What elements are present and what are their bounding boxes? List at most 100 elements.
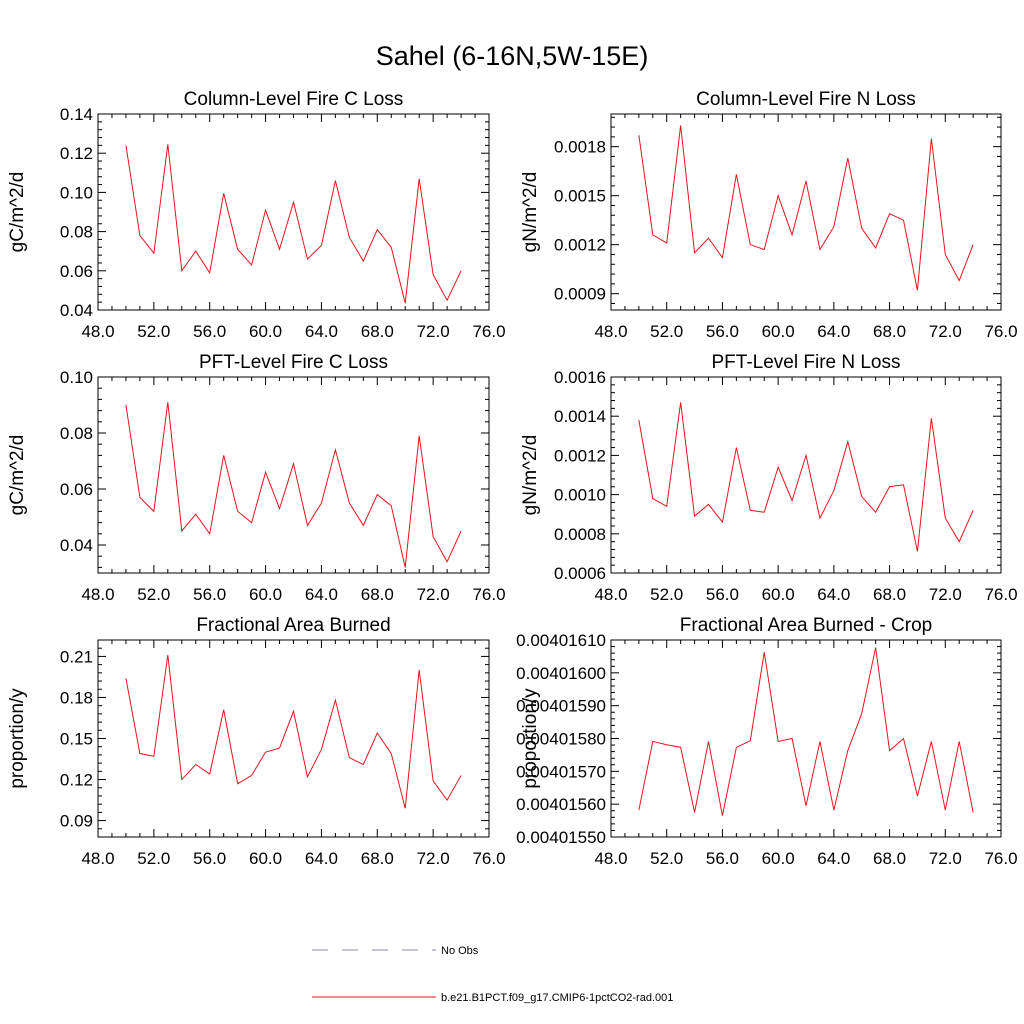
- x-tick-label: 64.0: [305, 849, 338, 868]
- x-tick-label: 72.0: [929, 585, 962, 604]
- legend: No Obs b.e21.B1PCT.f09_g17.CMIP6-1pctCO2-…: [312, 945, 673, 1004]
- x-tick-label: 56.0: [193, 849, 226, 868]
- x-tick-label: 64.0: [817, 322, 850, 341]
- x-tick-label: 60.0: [762, 322, 795, 341]
- x-tick-label: 64.0: [305, 322, 338, 341]
- x-tick-label: 68.0: [873, 849, 906, 868]
- y-axis-label: proportion/y: [520, 688, 541, 789]
- x-tick-label: 68.0: [873, 585, 906, 604]
- x-tick-label: 76.0: [984, 849, 1017, 868]
- y-tick-label: 0.06: [60, 262, 93, 281]
- y-tick-label: 0.0012: [554, 446, 606, 465]
- x-tick-label: 52.0: [137, 322, 170, 341]
- legend-label-2: b.e21.B1PCT.f09_g17.CMIP6-1pctCO2-rad.00…: [441, 992, 673, 1004]
- y-axis-label: gC/m^2/d: [7, 435, 28, 516]
- x-tick-label: 48.0: [594, 585, 627, 604]
- axis-ticks: [610, 639, 1002, 838]
- y-tick-label: 0.0014: [554, 407, 606, 426]
- y-tick-label: 0.00401590: [516, 697, 606, 716]
- x-tick-label: 76.0: [472, 585, 505, 604]
- panel-title: PFT-Level Fire C Loss: [199, 352, 388, 373]
- x-tick-label: 48.0: [81, 585, 114, 604]
- y-tick-label: 0.0010: [554, 486, 606, 505]
- y-tick-label: 0.15: [60, 730, 93, 749]
- chart-panel-6: Fractional Area Burned - Crop 48.0 52.0 56.…: [516, 615, 1017, 868]
- series-line-1: [125, 144, 462, 304]
- y-tick-label: 0.0008: [554, 525, 606, 544]
- x-tick-label: 56.0: [706, 849, 739, 868]
- series-line-1: [125, 654, 462, 809]
- series-line-1: [638, 125, 974, 291]
- series-line-1: [125, 402, 462, 568]
- y-tick-label: 0.0018: [554, 138, 606, 157]
- x-tick-label: 76.0: [984, 585, 1017, 604]
- x-tick-label: 76.0: [472, 322, 505, 341]
- panel-title: Fractional Area Burned: [196, 615, 390, 636]
- y-tick-label: 0.09: [60, 812, 93, 831]
- x-tick-label: 76.0: [472, 849, 505, 868]
- y-tick-label: 0.00401610: [516, 631, 606, 650]
- chart-panel-1: Column-Level Fire C Loss 48.0 52.0 56.0 60.0…: [7, 89, 506, 341]
- panel-title: Column-Level Fire N Loss: [696, 89, 916, 110]
- y-tick-label: 0.0006: [554, 564, 606, 583]
- y-tick-label: 0.10: [60, 183, 93, 202]
- y-tick-label: 0.14: [60, 105, 93, 124]
- y-tick-label: 0.00401560: [516, 795, 606, 814]
- chart-panel-4: PFT-Level Fire N Loss 48.0 52.0 56.0 60.0 64.…: [520, 352, 1018, 604]
- x-tick-label: 72.0: [929, 849, 962, 868]
- y-axis-label: gC/m^2/d: [7, 172, 28, 253]
- x-tick-label: 52.0: [650, 585, 683, 604]
- chart-panel-2: Column-Level Fire N Loss 48.0 52.0 56.0 60.0…: [520, 89, 1018, 341]
- series-line-1: [638, 647, 974, 816]
- panel-grid: Column-Level Fire C Loss 48.0 52.0 56.0 60.0…: [7, 89, 1018, 868]
- x-tick-label: 52.0: [137, 849, 170, 868]
- y-tick-label: 0.21: [60, 647, 93, 666]
- y-tick-label: 0.04: [60, 301, 93, 320]
- x-tick-label: 56.0: [706, 585, 739, 604]
- x-tick-label: 68.0: [873, 322, 906, 341]
- panel-title: Column-Level Fire C Loss: [184, 89, 404, 110]
- y-tick-label: 0.0015: [554, 187, 606, 206]
- x-tick-label: 60.0: [762, 585, 795, 604]
- y-tick-label: 0.08: [60, 424, 93, 443]
- y-axis-label: gN/m^2/d: [520, 435, 541, 516]
- y-axis-label: proportion/y: [7, 688, 28, 789]
- series-line-1: [638, 402, 974, 552]
- x-tick-label: 68.0: [361, 849, 394, 868]
- x-tick-label: 60.0: [249, 849, 282, 868]
- chart-panel-5: Fractional Area Burned 48.0 52.0 56.0 60.0 64…: [7, 615, 506, 868]
- chart-panel-3: PFT-Level Fire C Loss 48.0 52.0 56.0 60.0 64.…: [7, 352, 506, 604]
- x-tick-label: 76.0: [984, 322, 1017, 341]
- y-tick-label: 0.0009: [554, 285, 606, 304]
- x-tick-label: 72.0: [417, 322, 450, 341]
- axis-ticks: [97, 113, 490, 311]
- y-tick-label: 0.0016: [554, 368, 606, 387]
- y-tick-label: 0.00401550: [516, 828, 606, 847]
- x-tick-label: 60.0: [249, 585, 282, 604]
- y-tick-label: 0.08: [60, 223, 93, 242]
- x-tick-label: 48.0: [594, 849, 627, 868]
- x-tick-label: 48.0: [594, 322, 627, 341]
- y-tick-label: 0.00401600: [516, 664, 606, 683]
- x-tick-label: 48.0: [81, 849, 114, 868]
- x-tick-label: 52.0: [137, 585, 170, 604]
- axis-ticks: [610, 114, 1002, 310]
- x-tick-label: 56.0: [193, 322, 226, 341]
- x-tick-label: 68.0: [361, 322, 394, 341]
- y-tick-label: 0.00401570: [516, 762, 606, 781]
- y-tick-label: 0.04: [60, 536, 93, 555]
- axis-ticks: [97, 376, 490, 573]
- x-tick-label: 68.0: [361, 585, 394, 604]
- x-tick-label: 52.0: [650, 849, 683, 868]
- x-tick-label: 60.0: [762, 849, 795, 868]
- x-tick-label: 48.0: [81, 322, 114, 341]
- x-tick-label: 72.0: [417, 585, 450, 604]
- x-tick-label: 52.0: [650, 322, 683, 341]
- legend-label-1: No Obs: [441, 945, 479, 957]
- x-tick-label: 64.0: [817, 585, 850, 604]
- x-tick-label: 64.0: [305, 585, 338, 604]
- figure-title: Sahel (6-16N,5W-15E): [376, 41, 649, 71]
- y-tick-label: 0.12: [60, 771, 93, 790]
